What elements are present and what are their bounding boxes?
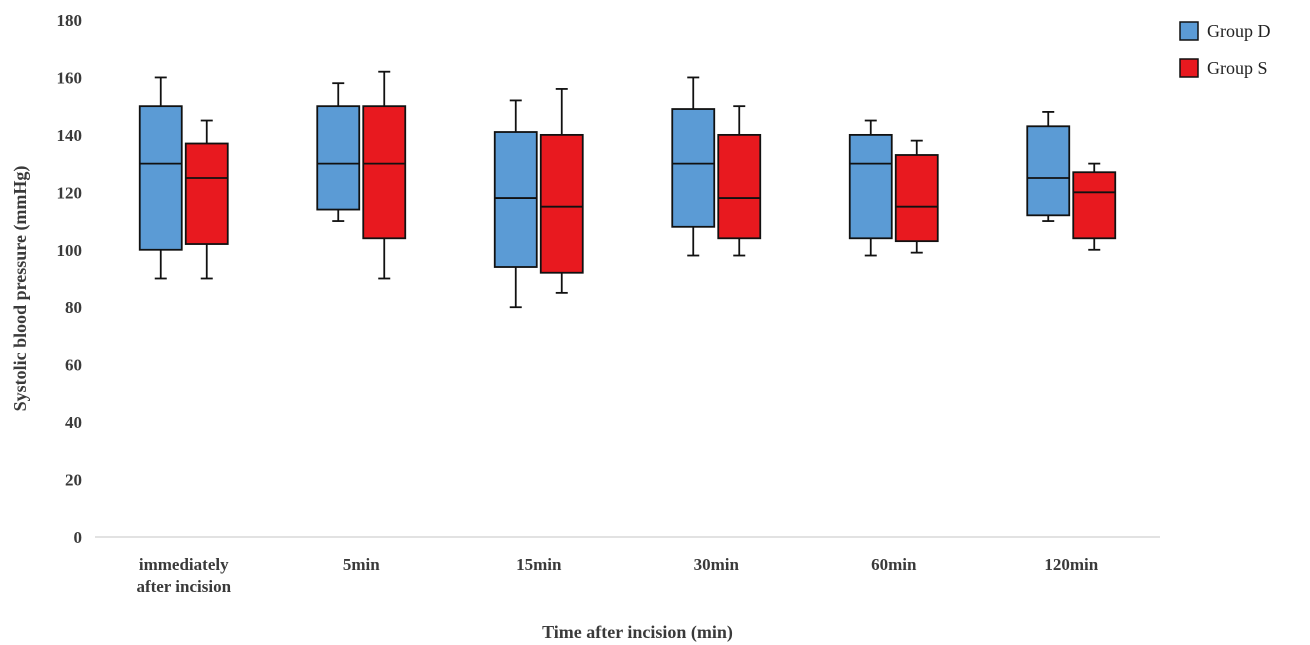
x-tick-label: 15min (516, 555, 562, 574)
box-group-d (493, 99, 538, 309)
legend-swatch (1179, 21, 1199, 41)
legend-item: Group D (1179, 21, 1271, 41)
x-tick-label-line: 5min (343, 555, 380, 574)
legend-label: Group S (1207, 58, 1268, 78)
box-series (138, 70, 1117, 309)
box-group-s (1072, 162, 1117, 251)
y-axis-ticks: 0 20 40 60 80 100 120 140 160 180 (57, 11, 83, 547)
legend-label: Group D (1207, 21, 1271, 41)
iqr-box (848, 133, 893, 240)
y-tick-label: 140 (57, 126, 83, 145)
box-group-s (717, 105, 762, 257)
box-group-d (316, 82, 361, 222)
x-axis-title: Time after incision (min) (542, 622, 733, 643)
x-tick-label-line: immediately (139, 555, 229, 574)
y-axis-title: Systolic blood pressure (mmHg) (10, 166, 31, 412)
legend-swatch (1179, 58, 1199, 78)
box-group-s (894, 139, 939, 254)
iqr-box (1072, 171, 1117, 240)
iqr-box (1026, 125, 1071, 217)
x-tick-label-line: 15min (516, 555, 562, 574)
legend: Group D Group S (1179, 21, 1271, 78)
y-tick-label: 100 (57, 241, 83, 260)
legend-item: Group S (1179, 58, 1268, 78)
x-tick-label: 60min (871, 555, 917, 574)
y-tick-label: 120 (57, 183, 83, 202)
iqr-box (493, 131, 538, 268)
x-tick-label: 120min (1044, 555, 1098, 574)
x-tick-label: 5min (343, 555, 380, 574)
box-group-d (1026, 111, 1071, 222)
y-tick-label: 60 (65, 356, 82, 375)
iqr-box (717, 133, 762, 240)
x-tick-label-line: 120min (1044, 555, 1098, 574)
box-group-d (848, 119, 893, 257)
y-tick-label: 0 (74, 528, 83, 547)
iqr-box (184, 142, 229, 245)
x-tick-label: 30min (694, 555, 740, 574)
iqr-box (316, 105, 361, 211)
x-tick-label-line: 30min (694, 555, 740, 574)
y-tick-label: 80 (65, 298, 82, 317)
box-group-s (539, 88, 584, 294)
y-tick-label: 180 (57, 11, 83, 30)
y-tick-label: 40 (65, 413, 82, 432)
iqr-box (138, 105, 183, 251)
x-tick-label: immediately after incision (136, 555, 231, 596)
iqr-box (539, 133, 584, 274)
box-group-s (184, 119, 229, 280)
box-group-s (362, 70, 407, 280)
iqr-box (671, 108, 716, 228)
iqr-box (362, 105, 407, 240)
y-tick-label: 20 (65, 471, 82, 490)
x-tick-label-line: 60min (871, 555, 917, 574)
x-tick-label-line: after incision (136, 577, 231, 596)
box-group-d (671, 76, 716, 257)
x-axis-categories: immediately after incision 5min 15min 30min 6… (136, 555, 1098, 596)
iqr-box (894, 154, 939, 243)
box-group-d (138, 76, 183, 280)
y-tick-label: 160 (57, 68, 83, 87)
